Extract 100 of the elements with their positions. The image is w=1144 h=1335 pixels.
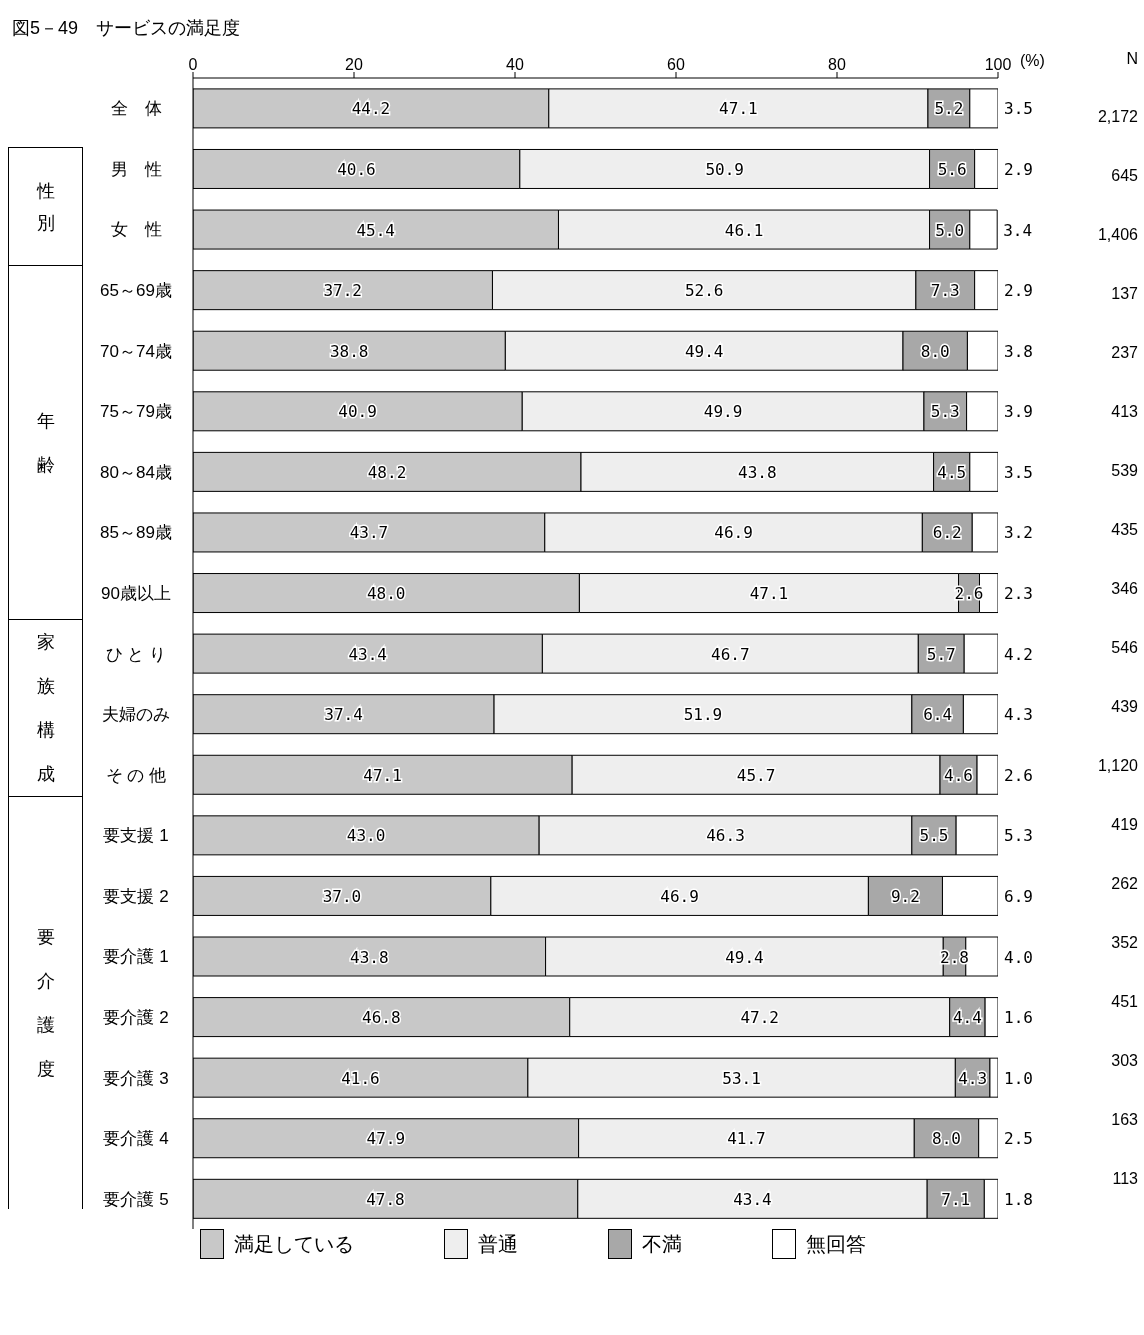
data-label: 47.1 [363,765,402,785]
y-tick-label: ひ と り [105,644,167,664]
data-label: 5.2 [934,99,964,119]
data-label: 40.9 [338,402,377,422]
y-tick-label: 65～69歳 [100,281,172,301]
data-label: 48.2 [367,462,407,482]
data-label: 4.3 [958,1068,988,1088]
data-label: 46.9 [714,523,753,543]
data-label: 2.9 [1004,159,1033,179]
data-label: 7.1 [941,1189,971,1209]
data-label: 2.9 [1004,281,1033,301]
data-label: 45.7 [736,765,776,785]
x-tick-label: 60 [667,56,685,73]
y-tick-label: 全 体 [110,99,162,119]
text: 2,172 [1096,107,1138,126]
data-label: 48.0 [366,584,406,604]
data-label: 5.0 [935,220,965,240]
data-label: 6.9 [1004,886,1033,906]
legend-label: 普通 [478,1231,518,1257]
y-tick-label: 90歳以上 [101,583,171,603]
text: 1,406 [1096,225,1138,244]
text: 539 [1110,461,1138,480]
data-label: 6.4 [923,705,953,725]
data-label: 3.5 [1004,99,1033,119]
text: 645 [1110,166,1138,185]
data-label: 6.2 [932,523,962,543]
data-label: 49.4 [725,947,764,967]
legend-label: 満足している [234,1231,354,1257]
data-label: 2.3 [1004,584,1033,604]
y-tick-label: 要介護 2 [103,1007,169,1027]
text: 303 [1110,1051,1138,1070]
data-label: 5.3 [930,402,960,422]
text: 546 [1110,638,1138,657]
chart-title: 図5－49 サービスの満足度 [11,17,242,40]
y-tick-label: 女 性 [110,220,162,240]
data-label: 53.1 [722,1068,761,1088]
legend-label: 不満 [642,1231,682,1257]
x-tick-label: 40 [506,56,524,73]
data-label: 9.2 [890,886,920,906]
x-tick-label: 20 [345,56,363,73]
data-label: 46.9 [660,886,699,906]
data-label: 2.6 [1004,765,1033,785]
data-label: 51.9 [683,705,723,725]
data-label: 1.6 [1004,1008,1033,1028]
data-label: 43.7 [349,523,389,543]
data-label: 47.1 [749,584,789,604]
data-label: 4.4 [952,1008,982,1028]
x-tick-label: 100 [984,56,1012,73]
data-label: 46.1 [724,220,764,240]
data-label: 43.4 [348,644,387,664]
data-label: 3.4 [1003,220,1033,240]
text: 年齢 [36,410,55,475]
y-tick-label: 85～89歳 [100,523,172,543]
y-tick-label: 男 性 [110,159,162,179]
data-label: 4.5 [937,462,967,482]
y-tick-label: 要介護 3 [103,1068,169,1088]
text: 237 [1110,343,1138,362]
data-label: 37.2 [323,281,362,301]
y-tick-label: 要介護 4 [103,1129,169,1149]
text: 137 [1110,284,1138,303]
y-tick-label: 要支援 2 [103,886,169,906]
text: 346 [1110,579,1138,598]
y-tick-label: 75～79歳 [100,402,172,422]
x-tick-label: 0 [188,56,198,73]
text: 439 [1110,697,1138,716]
text: 262 [1110,874,1138,893]
data-label: 3.5 [1004,462,1033,482]
data-label: 43.4 [733,1189,772,1209]
y-tick-label: 80～84歳 [100,462,172,482]
data-label: 2.5 [1004,1129,1033,1149]
data-label: 4.6 [944,765,974,785]
data-label: 8.0 [932,1129,961,1149]
text: 1,120 [1096,756,1138,775]
x-axis-title: (%) [1020,52,1045,70]
text: 要介護度 [36,927,55,1079]
data-label: 46.7 [711,644,750,664]
data-label: 47.9 [366,1129,406,1149]
legend-label: 無回答 [806,1231,866,1257]
y-tick-label: 要介護 5 [103,1189,169,1209]
text: 435 [1110,520,1138,539]
text: 419 [1110,815,1138,834]
data-label: 38.8 [329,341,369,361]
data-label: 37.0 [322,886,362,906]
y-tick-label: 要介護 1 [103,947,169,967]
data-label: 5.6 [937,159,967,179]
data-label: 5.5 [919,826,949,846]
data-label: 49.9 [703,402,743,422]
data-label: 45.4 [356,220,395,240]
y-tick-label: そ の 他 [105,765,167,785]
data-label: 4.3 [1004,705,1033,725]
y-tick-label: 要支援 1 [103,826,169,846]
text: 451 [1110,992,1138,1011]
data-label: 41.7 [727,1129,766,1149]
data-label: 4.0 [1004,947,1033,967]
data-label: 43.0 [346,826,386,846]
text: 352 [1110,933,1138,952]
data-label: 1.8 [1004,1189,1033,1209]
text: N [1125,50,1138,68]
text: 家族構成 [36,632,55,784]
data-label: 41.6 [341,1068,380,1088]
